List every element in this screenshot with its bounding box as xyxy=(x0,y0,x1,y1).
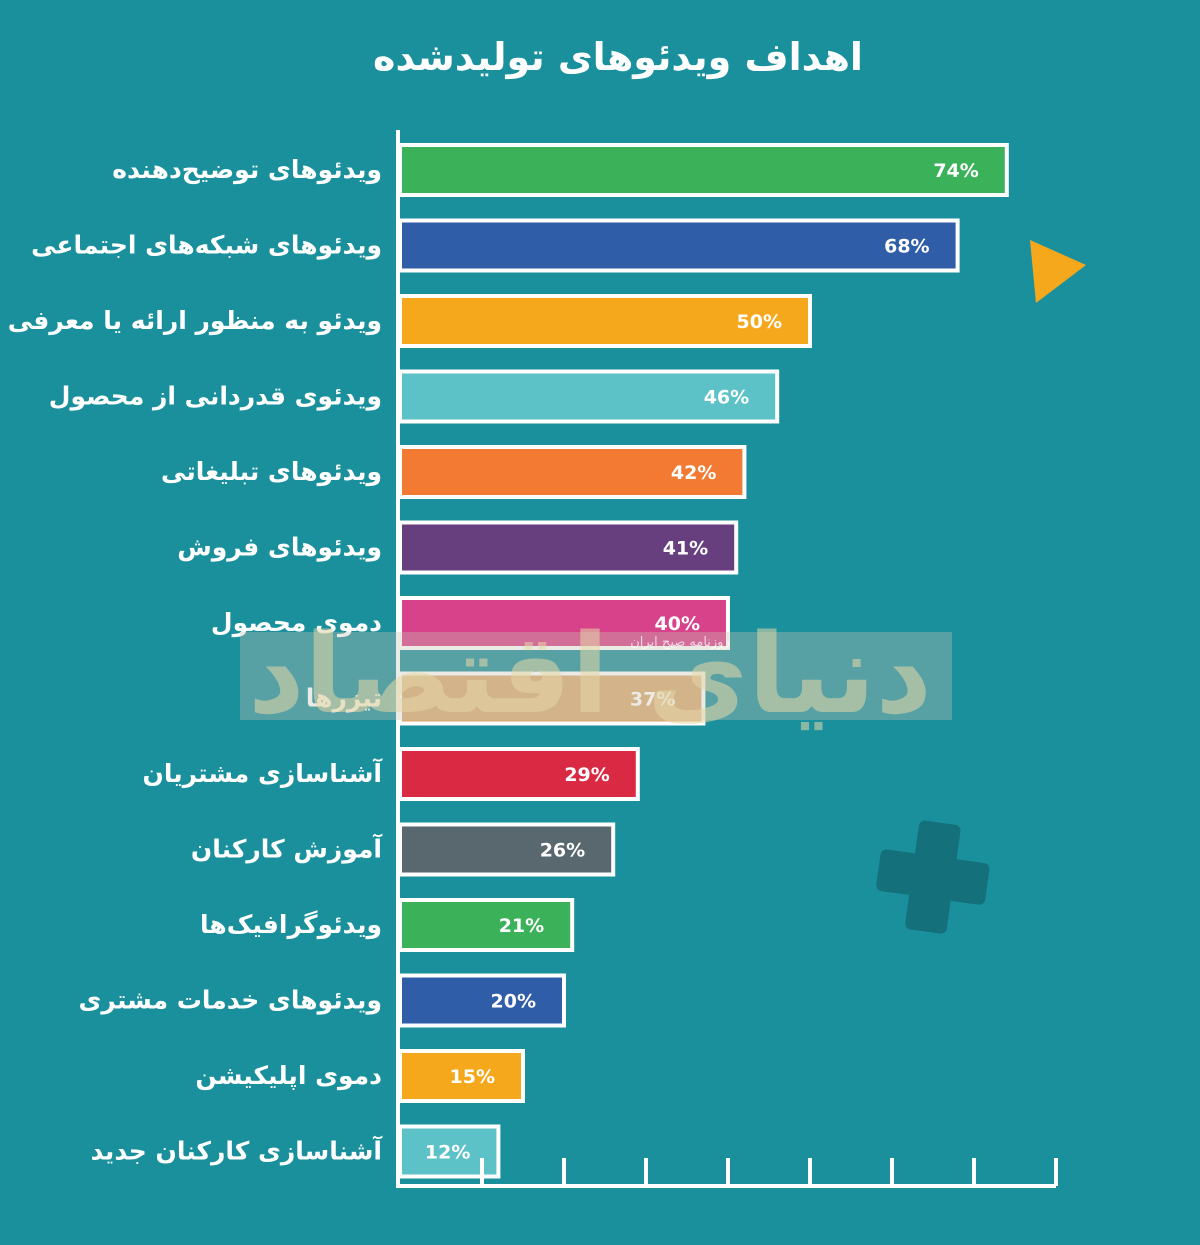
category-label: ویدئوگرافیک‌ها xyxy=(200,910,382,940)
bar-value-label: 20% xyxy=(491,991,536,1013)
bar-value-label: 68% xyxy=(884,236,929,258)
bar-value-label: 50% xyxy=(737,311,782,333)
chart-title: اهداف ویدئوهای تولیدشده xyxy=(373,35,863,80)
bar-value-label: 40% xyxy=(655,613,700,635)
x-axis xyxy=(396,130,1058,1188)
bar xyxy=(398,520,739,575)
bar xyxy=(398,369,780,424)
bar xyxy=(398,898,575,952)
watermark-text: دنیای اقتصاد xyxy=(248,610,932,738)
bar xyxy=(398,671,706,726)
category-label: ویدئوهای توضیح‌دهنده xyxy=(112,155,382,185)
plus-icon xyxy=(876,820,990,934)
bar xyxy=(398,596,730,650)
watermark-subtext: روزنامه صبح ایران xyxy=(630,635,730,650)
category-label: ویدئو به منظور ارائه یا معرفی xyxy=(8,306,382,336)
bar-value-label: 46% xyxy=(704,387,749,409)
category-label: ویدئوی قدردانی از محصول xyxy=(49,382,382,412)
bar-value-label: 21% xyxy=(499,915,544,937)
bar-value-label: 41% xyxy=(663,538,708,560)
category-label: آشناسازی مشتریان xyxy=(142,758,383,789)
watermark-band xyxy=(240,632,952,720)
category-label: دموی محصول xyxy=(211,608,382,638)
bar xyxy=(398,143,1009,197)
watermark: دنیای اقتصاد روزنامه صبح ایران xyxy=(240,610,952,738)
category-label: ویدئوهای تبلیغاتی xyxy=(161,457,382,487)
bar-value-label: 29% xyxy=(564,764,609,786)
bar-value-label: 12% xyxy=(425,1142,470,1164)
bar xyxy=(398,1049,525,1103)
category-label: آموزش کارکنان xyxy=(191,834,384,865)
category-label: دموی اپلیکیشن xyxy=(195,1061,382,1091)
bar-value-label: 37% xyxy=(630,689,675,711)
bar xyxy=(398,218,960,273)
category-label: تیزرها xyxy=(306,684,382,714)
bar-value-label: 42% xyxy=(671,462,716,484)
category-label: ویدئوهای خدمات مشتری xyxy=(78,986,382,1016)
bar xyxy=(398,973,566,1028)
bar-value-label: 15% xyxy=(450,1066,495,1088)
orange-triangle-icon xyxy=(1030,240,1086,303)
bar-value-label: 74% xyxy=(933,160,978,182)
category-label: ویدئوهای شبکه‌های اجتماعی xyxy=(31,231,382,261)
category-label: ویدئوهای فروش xyxy=(177,533,382,563)
bar-value-label: 26% xyxy=(540,840,585,862)
bar xyxy=(398,822,616,877)
category-label: آشناسازی کارکنان جدید xyxy=(90,1136,383,1166)
